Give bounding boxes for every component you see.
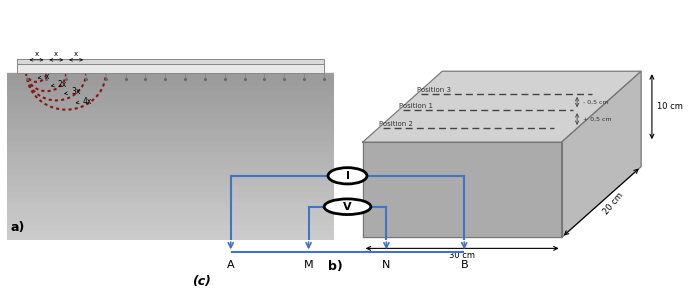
Bar: [7, 190, 334, 195]
Text: V: V: [343, 202, 352, 212]
Bar: [17, 59, 324, 64]
Circle shape: [328, 168, 367, 184]
Bar: [7, 224, 334, 229]
Text: a): a): [10, 221, 24, 234]
Bar: [7, 106, 334, 112]
Bar: [7, 123, 334, 129]
Text: 20 cm: 20 cm: [602, 190, 626, 216]
Text: A: A: [227, 260, 234, 270]
Bar: [7, 145, 334, 151]
Text: (c): (c): [192, 275, 211, 288]
Bar: [7, 100, 334, 106]
Text: x: x: [38, 72, 49, 81]
Polygon shape: [363, 142, 562, 237]
Bar: [7, 129, 334, 134]
Text: - 0,5 cm: - 0,5 cm: [582, 100, 608, 105]
Bar: [7, 78, 334, 84]
Text: Position 1: Position 1: [399, 103, 433, 109]
Bar: [7, 218, 334, 224]
Text: M: M: [304, 260, 313, 270]
Bar: [7, 89, 334, 95]
Bar: [7, 201, 334, 207]
Text: 2x: 2x: [51, 80, 67, 88]
Bar: [7, 156, 334, 162]
Bar: [7, 151, 334, 156]
Bar: [7, 95, 334, 100]
Bar: [7, 207, 334, 212]
Text: x: x: [34, 51, 38, 57]
Text: 10 cm: 10 cm: [657, 102, 683, 111]
Bar: [17, 64, 324, 73]
Bar: [7, 195, 334, 201]
Bar: [7, 179, 334, 184]
Bar: [7, 134, 334, 140]
Text: N: N: [382, 260, 391, 270]
Polygon shape: [562, 71, 641, 237]
Text: + 0,5 cm: + 0,5 cm: [582, 117, 611, 122]
Text: 30 cm: 30 cm: [449, 251, 475, 260]
Bar: [7, 117, 334, 123]
Bar: [7, 162, 334, 168]
Ellipse shape: [324, 199, 371, 214]
Bar: [7, 84, 334, 89]
Bar: [7, 229, 334, 235]
Bar: [7, 212, 334, 218]
Text: x: x: [74, 51, 78, 57]
Bar: [7, 173, 334, 179]
Text: b): b): [329, 260, 343, 273]
Bar: [7, 140, 334, 145]
Bar: [7, 73, 334, 78]
Text: x: x: [54, 51, 58, 57]
Text: B: B: [461, 260, 468, 270]
Text: Position 3: Position 3: [417, 87, 451, 93]
Text: 3x: 3x: [65, 87, 81, 96]
Bar: [7, 112, 334, 117]
Bar: [7, 168, 334, 173]
Polygon shape: [363, 71, 641, 142]
Text: I: I: [345, 171, 350, 181]
Text: Position 2: Position 2: [379, 121, 413, 127]
Bar: [7, 235, 334, 240]
Text: 4x: 4x: [76, 96, 92, 105]
Bar: [7, 184, 334, 190]
